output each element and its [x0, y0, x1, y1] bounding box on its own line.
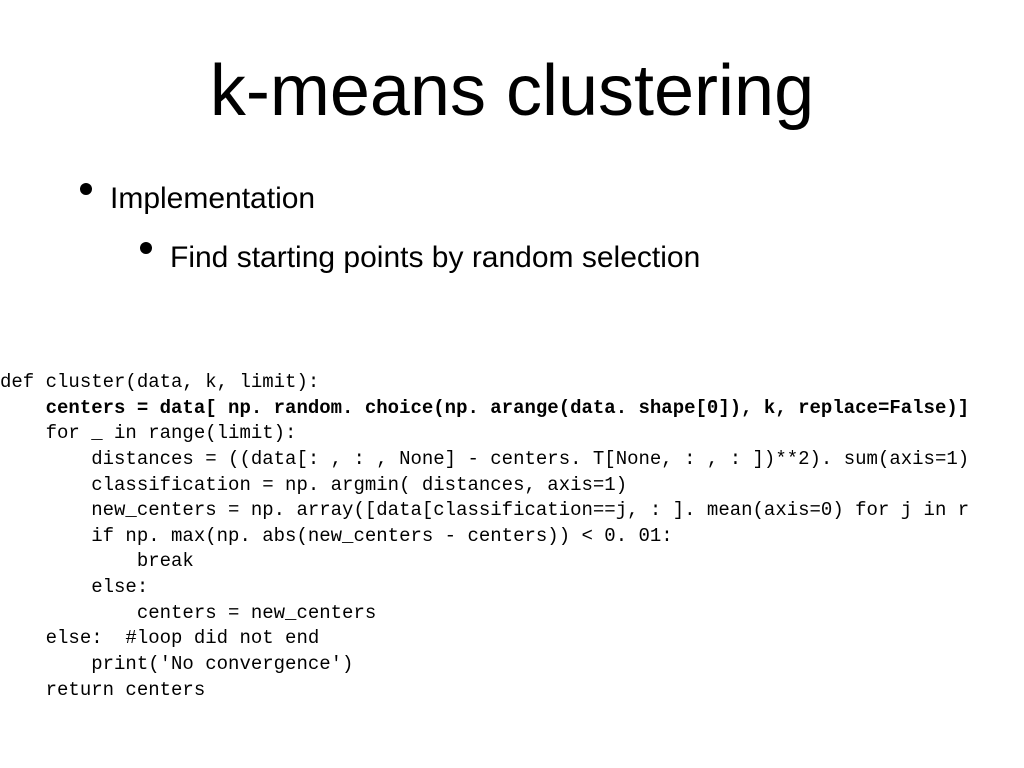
code-line: else: [0, 575, 1024, 601]
code-line: break [0, 549, 1024, 575]
code-line: distances = ((data[: , : , None] - cente… [0, 447, 1024, 473]
code-line: return centers [0, 678, 1024, 704]
code-block: def cluster(data, k, limit): centers = d… [0, 370, 1024, 703]
bullet-level-1: Implementation [80, 182, 1024, 216]
code-line: for _ in range(limit): [0, 421, 1024, 447]
code-line: else: #loop did not end [0, 626, 1024, 652]
bullet-dot-icon [140, 242, 152, 254]
slide: k-means clustering Implementation Find s… [0, 0, 1024, 768]
code-line: centers = data[ np. random. choice(np. a… [0, 396, 1024, 422]
bullet-l2-label: Find starting points by random selection [170, 241, 700, 275]
slide-title: k-means clustering [0, 0, 1024, 132]
bullet-list: Implementation Find starting points by r… [0, 182, 1024, 275]
bullet-level-2: Find starting points by random selection [140, 241, 1024, 275]
code-line: if np. max(np. abs(new_centers - centers… [0, 524, 1024, 550]
code-line: def cluster(data, k, limit): [0, 370, 1024, 396]
code-line: print('No convergence') [0, 652, 1024, 678]
code-line: classification = np. argmin( distances, … [0, 473, 1024, 499]
code-line: new_centers = np. array([data[classifica… [0, 498, 1024, 524]
bullet-l1-label: Implementation [110, 182, 315, 216]
bullet-dot-icon [80, 183, 92, 195]
code-line: centers = new_centers [0, 601, 1024, 627]
